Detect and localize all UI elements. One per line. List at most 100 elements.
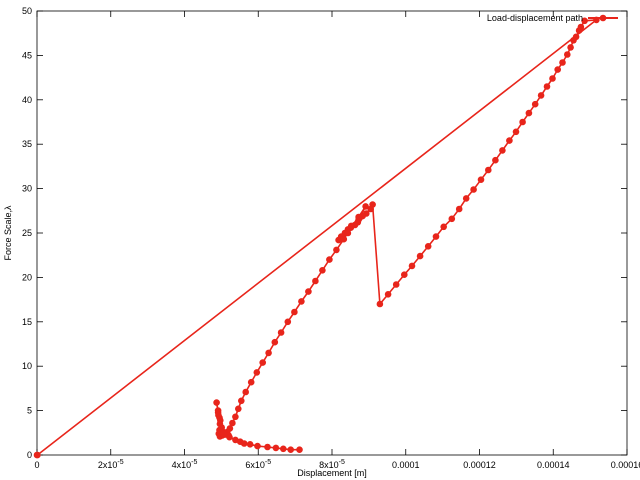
legend-swatch-marker xyxy=(599,14,607,22)
data-point xyxy=(215,411,222,419)
y-tick-label: 30 xyxy=(22,184,32,194)
data-point xyxy=(238,397,245,405)
data-point xyxy=(440,223,448,231)
data-point xyxy=(581,17,588,25)
y-tick-label: 5 xyxy=(27,406,32,416)
tick-marks xyxy=(36,10,628,456)
data-point xyxy=(492,156,499,164)
data-point xyxy=(567,44,574,51)
x-tick-label: 0 xyxy=(34,460,39,470)
data-point xyxy=(512,128,520,136)
data-point xyxy=(424,243,432,250)
data-point xyxy=(326,256,333,263)
series-group xyxy=(33,16,600,459)
data-point xyxy=(564,51,571,58)
data-point xyxy=(362,203,369,210)
x-tick-label: 8x10-5 xyxy=(319,459,345,470)
data-point xyxy=(259,359,267,366)
data-point xyxy=(280,445,287,453)
x-tick-label: 0.0001 xyxy=(392,460,420,470)
data-point xyxy=(296,446,303,454)
data-point xyxy=(347,224,355,231)
x-tick-label: 4x10-5 xyxy=(172,459,198,470)
data-point xyxy=(264,443,271,451)
data-point xyxy=(570,37,577,44)
data-point xyxy=(401,271,408,279)
y-tick-label: 15 xyxy=(22,317,32,327)
data-point xyxy=(272,444,280,452)
data-point xyxy=(219,430,227,438)
x-axis-label: Displacement [m] xyxy=(297,468,367,478)
y-tick-label: 40 xyxy=(22,95,32,105)
data-point xyxy=(470,186,477,193)
data-point xyxy=(246,441,254,448)
data-point xyxy=(229,419,236,427)
y-tick-label: 0 xyxy=(27,450,32,460)
series-line xyxy=(36,19,598,456)
y-axis-label: Force Scale,λ xyxy=(3,205,13,261)
data-point xyxy=(217,417,224,424)
x-tick-label: 0.00014 xyxy=(537,460,570,470)
x-tick-label: 0.00016 xyxy=(611,460,640,470)
data-point xyxy=(242,388,249,396)
plot-frame xyxy=(36,10,628,456)
data-point xyxy=(319,267,326,274)
data-point xyxy=(298,298,305,305)
data-point xyxy=(549,75,556,82)
data-point xyxy=(265,349,272,357)
data-point xyxy=(340,235,348,243)
data-point xyxy=(554,66,561,73)
data-point xyxy=(235,405,242,413)
data-point xyxy=(559,59,566,66)
y-tick-label: 10 xyxy=(22,361,32,371)
data-point xyxy=(376,300,384,308)
data-point xyxy=(355,213,362,221)
y-tick-label: 25 xyxy=(22,228,32,238)
data-point xyxy=(226,433,233,441)
data-point xyxy=(247,378,255,386)
data-point xyxy=(367,205,375,213)
data-point xyxy=(485,166,492,174)
y-tick-label: 20 xyxy=(22,272,32,282)
data-point xyxy=(333,246,340,254)
data-point xyxy=(253,369,261,376)
data-point xyxy=(271,338,279,346)
data-point xyxy=(525,109,533,117)
data-point xyxy=(254,442,261,450)
x-tick-label: 6x10-5 xyxy=(245,459,271,470)
legend: Load-displacement path xyxy=(487,13,618,23)
data-point xyxy=(499,147,506,154)
data-point xyxy=(448,215,456,223)
x-tick-label: 2x10-5 xyxy=(98,459,124,470)
data-point xyxy=(519,118,526,126)
x-tick-label: 0.00012 xyxy=(463,460,496,470)
y-tick-label: 35 xyxy=(22,139,32,149)
data-point xyxy=(287,446,295,454)
data-point xyxy=(344,229,352,237)
data-point xyxy=(305,288,312,295)
data-point xyxy=(335,236,342,244)
data-point xyxy=(416,252,424,260)
data-point xyxy=(240,440,248,447)
data-point xyxy=(277,329,285,336)
data-point xyxy=(537,92,545,99)
data-point xyxy=(284,318,292,326)
tick-labels: 0 2x10-5 4x10-5 6x10-5 8x10-5 0.0001 0.00012 0.… xyxy=(22,6,640,470)
data-point xyxy=(232,413,239,421)
data-point xyxy=(291,308,298,316)
y-tick-label: 50 xyxy=(22,6,32,16)
data-point xyxy=(455,205,463,213)
legend-label: Load-displacement path xyxy=(487,13,583,23)
data-point xyxy=(506,137,513,144)
data-point xyxy=(575,27,583,34)
data-point xyxy=(432,233,440,240)
data-point xyxy=(408,262,416,270)
data-point xyxy=(312,277,319,285)
data-point xyxy=(543,83,551,90)
data-point xyxy=(213,399,220,406)
data-point xyxy=(34,451,41,459)
data-point xyxy=(462,195,470,202)
data-point xyxy=(392,281,400,288)
y-tick-label: 45 xyxy=(22,50,32,60)
